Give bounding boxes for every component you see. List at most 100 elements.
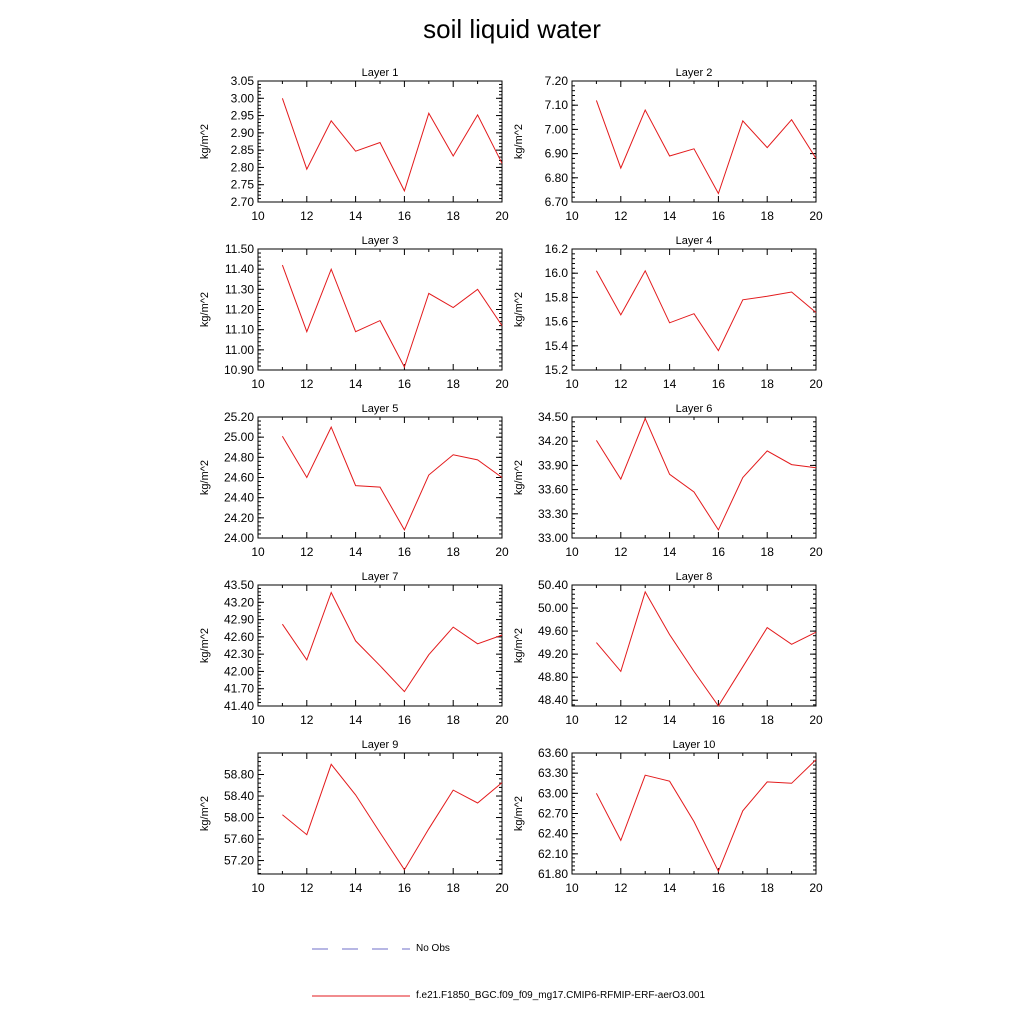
panel-7-ytick-label: 42.60 — [224, 630, 254, 644]
panel-10-title: Layer 10 — [673, 739, 716, 751]
panel-2-xtick-label: 16 — [712, 209, 726, 223]
panel-2-ytick-label: 7.20 — [545, 74, 569, 88]
panel-8-ytick-label: 48.40 — [538, 693, 568, 707]
panel-6-series-line — [595, 417, 817, 531]
panel-3-ytick-label: 11.50 — [225, 242, 254, 256]
panel-3-title: Layer 3 — [362, 235, 399, 247]
panel-2-title: Layer 2 — [676, 67, 713, 79]
panel-6-xtick-label: 10 — [565, 545, 579, 559]
panel-6-xtick-label: 20 — [809, 545, 823, 559]
panel-7-ytick-label: 41.40 — [224, 699, 254, 713]
panel-2-xtick-label: 20 — [809, 209, 823, 223]
panel-1-title: Layer 1 — [362, 67, 399, 79]
panel-9-ytick-label: 57.20 — [224, 854, 254, 868]
panel-6-xtick-label: 16 — [712, 545, 726, 559]
panel-6-ytick-label: 33.00 — [538, 531, 568, 545]
panel-6-xtick-label: 12 — [614, 545, 628, 559]
panel-7-xtick-label: 10 — [251, 713, 265, 727]
panel-3-xtick-label: 10 — [251, 377, 265, 391]
panel-2-xtick-label: 10 — [565, 209, 579, 223]
panel-6-title: Layer 6 — [676, 403, 713, 415]
panel-1-ytick-label: 2.80 — [231, 160, 255, 174]
panel-2-ytick-label: 6.80 — [545, 171, 569, 185]
panel-9-ylabel: kg/m^2 — [199, 796, 211, 831]
panel-8-ytick-label: 49.20 — [538, 647, 568, 661]
panel-4-ytick-label: 15.2 — [545, 363, 569, 377]
panel-8-ytick-label: 49.60 — [538, 624, 568, 638]
panel-9-ytick-label: 58.40 — [224, 789, 254, 803]
panel-7-ytick-label: 42.00 — [224, 664, 254, 678]
panel-1-xtick-label: 20 — [495, 209, 509, 223]
panel-7-ylabel: kg/m^2 — [199, 628, 211, 663]
panel-1-xtick-label: 18 — [447, 209, 461, 223]
panel-8-series-line — [596, 590, 817, 707]
panel-2-series-line — [595, 100, 817, 195]
panel-7-xtick-label: 14 — [349, 713, 363, 727]
panel-1-ytick-label: 2.85 — [231, 143, 255, 157]
panel-9-xtick-label: 10 — [251, 881, 265, 895]
panel-10-ytick-label: 63.30 — [538, 766, 568, 780]
panel-10-xtick-label: 12 — [614, 881, 628, 895]
panel-6-ylabel: kg/m^2 — [513, 460, 525, 495]
panel-1-ytick-label: 2.95 — [231, 109, 255, 123]
panel-7-xtick-label: 16 — [398, 713, 412, 727]
panel-8-xtick-label: 12 — [614, 713, 628, 727]
panel-8-title: Layer 8 — [676, 571, 713, 583]
panel-4-ytick-label: 16.0 — [545, 266, 569, 280]
panel-5-ytick-label: 24.60 — [224, 471, 254, 485]
panel-2-xtick-label: 18 — [761, 209, 775, 223]
panel-5-ytick-label: 24.20 — [224, 511, 254, 525]
panel-5-xtick-label: 14 — [349, 545, 363, 559]
panel-10-ytick-label: 62.70 — [538, 807, 568, 821]
panel-6-ytick-label: 34.50 — [538, 410, 568, 424]
panel-8-xtick-label: 20 — [809, 713, 823, 727]
panel-10-xtick-label: 20 — [809, 881, 823, 895]
panel-7-ytick-label: 42.90 — [224, 613, 254, 627]
panel-7-xtick-label: 12 — [300, 713, 314, 727]
panel-9-ytick-label: 58.00 — [224, 811, 254, 825]
panel-6-ytick-label: 33.90 — [538, 458, 568, 472]
panel-5-title: Layer 5 — [362, 403, 399, 415]
panel-4-ytick-label: 15.4 — [545, 339, 569, 353]
panel-7-ytick-label: 41.70 — [224, 682, 254, 696]
panel-2-ytick-label: 7.10 — [545, 98, 569, 112]
panel-5-series-line — [281, 425, 503, 532]
panel-5-ytick-label: 24.00 — [224, 531, 254, 545]
panel-1-ylabel: kg/m^2 — [199, 124, 211, 159]
panel-1-xtick-label: 12 — [300, 209, 314, 223]
panel-4-ytick-label: 15.8 — [545, 290, 569, 304]
panel-2-ytick-label: 6.90 — [545, 147, 569, 161]
panel-2-ylabel: kg/m^2 — [513, 124, 525, 159]
panel-7-xtick-label: 20 — [495, 713, 509, 727]
panel-5-ytick-label: 24.40 — [224, 491, 254, 505]
panel-1-xtick-label: 16 — [398, 209, 412, 223]
panel-1-ytick-label: 2.90 — [231, 126, 255, 140]
panel-9-series-line — [282, 763, 503, 871]
panel-10-xtick-label: 14 — [663, 881, 677, 895]
panel-5-xtick-label: 16 — [398, 545, 412, 559]
panel-3-xtick-label: 14 — [349, 377, 363, 391]
legend-model-label: f.e21.F1850_BGC.f09_f09_mg17.CMIP6-RFMIP… — [416, 990, 706, 1001]
panel-2-xtick-label: 14 — [663, 209, 677, 223]
panel-3-xtick-label: 16 — [398, 377, 412, 391]
panel-6-ytick-label: 33.60 — [538, 483, 568, 497]
panel-8-ytick-label: 50.40 — [538, 578, 568, 592]
panel-9-xtick-label: 12 — [300, 881, 314, 895]
panel-1-ytick-label: 2.75 — [231, 178, 255, 192]
panel-5-ytick-label: 25.20 — [224, 410, 254, 424]
panel-7-title: Layer 7 — [362, 571, 399, 583]
panel-8-xtick-label: 10 — [565, 713, 579, 727]
panel-9-ytick-label: 58.80 — [224, 768, 254, 782]
panel-10-xtick-label: 10 — [565, 881, 579, 895]
panel-7-ytick-label: 42.30 — [224, 647, 254, 661]
panel-5-ytick-label: 25.00 — [224, 430, 254, 444]
panel-10-xtick-label: 18 — [761, 881, 775, 895]
panel-10-xtick-label: 16 — [712, 881, 726, 895]
panel-6-xtick-label: 18 — [761, 545, 775, 559]
panel-6-ytick-label: 34.20 — [538, 434, 568, 448]
panel-8-ylabel: kg/m^2 — [513, 628, 525, 663]
panel-8-xtick-label: 14 — [663, 713, 677, 727]
panel-1-series-line — [281, 98, 503, 193]
